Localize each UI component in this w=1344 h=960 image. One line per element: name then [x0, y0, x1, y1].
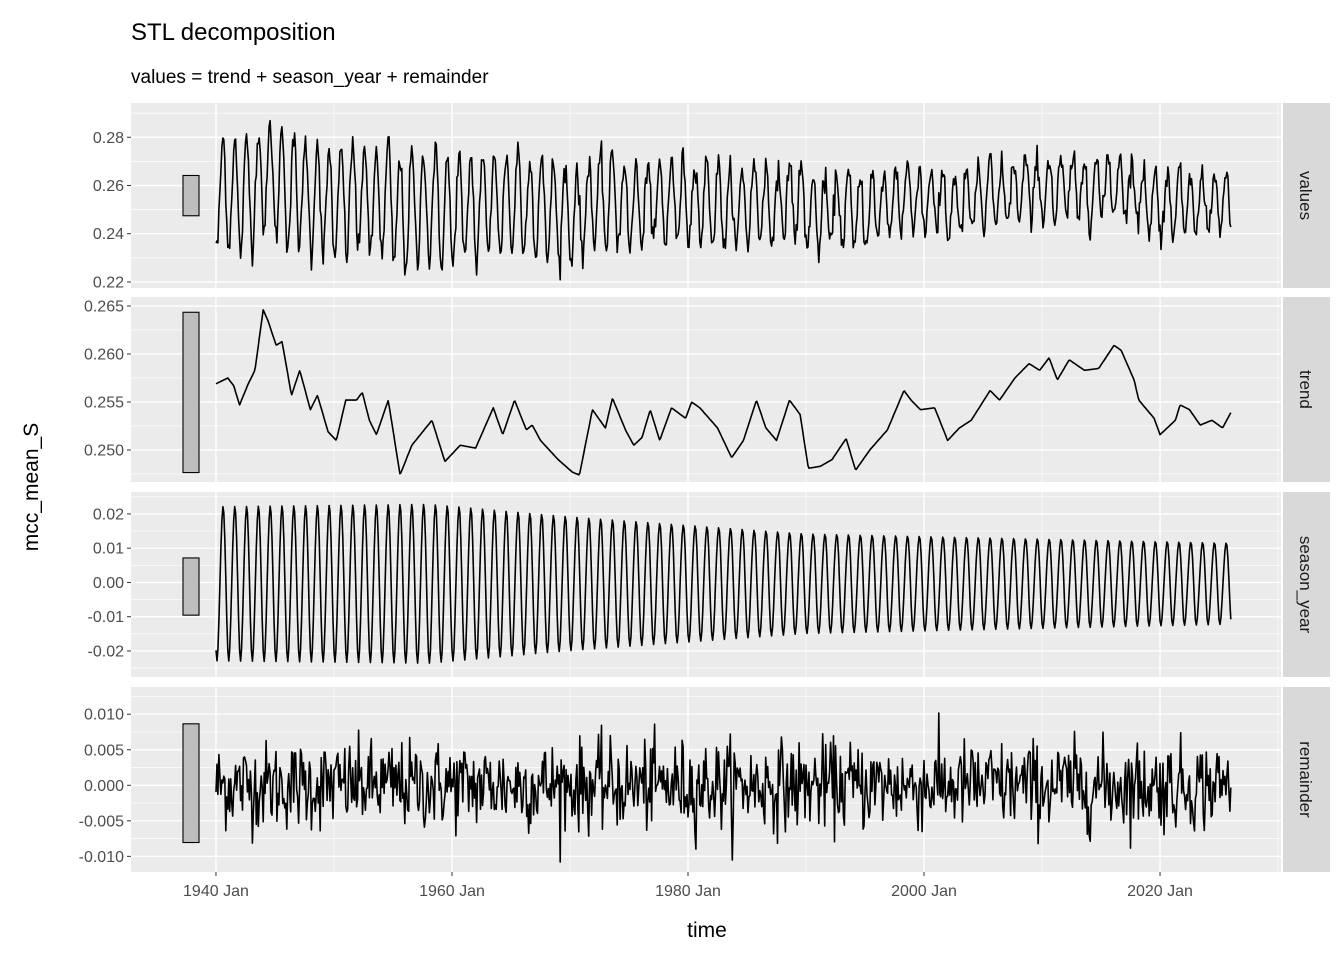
y-axis-title: mcc_mean_S: [20, 423, 43, 551]
panel-background: [131, 103, 1281, 288]
facet-strip: [1283, 687, 1330, 872]
y-tick-label: 0.01: [93, 541, 124, 558]
panel-background: [131, 492, 1281, 677]
y-tick-label: 0.255: [84, 395, 124, 412]
chart-title: STL decomposition: [131, 19, 336, 46]
y-tick-label: -0.010: [79, 849, 124, 866]
y-tick-label: 0.005: [84, 742, 124, 759]
series-line-season-year: [215, 503, 1232, 664]
panel-season-year: -0.02 -0.01 0.00 0.01 0.02 season_year: [88, 492, 1330, 677]
facet-strip-label: remainder: [1296, 741, 1315, 818]
scale-bar: [182, 723, 200, 844]
series-line-remainder: [215, 712, 1232, 863]
y-tick-label: 0.02: [93, 506, 124, 523]
facet-strip-label: values: [1296, 171, 1315, 220]
facet-strip: [1283, 492, 1330, 677]
y-tick-label: 0.010: [84, 707, 124, 724]
panel-values: 0.22 0.24 0.26 0.28 values: [93, 103, 1330, 291]
facet-strip-label: season_year: [1296, 536, 1315, 634]
x-axis: 1940 Jan 1960 Jan 1980 Jan 2000 Jan 2020 Jan: [183, 872, 1193, 900]
scale-bar: [182, 174, 200, 217]
scale-bar: [182, 557, 200, 616]
y-tick-label: 0.250: [84, 443, 124, 460]
y-tick-label: 0.265: [84, 299, 124, 316]
y-tick-label: 0.260: [84, 347, 124, 364]
x-tick-label: 1980 Jan: [655, 883, 721, 900]
panel-background: [131, 297, 1281, 482]
facet-strip-label: trend: [1296, 370, 1315, 409]
y-tick-label: -0.01: [88, 609, 125, 626]
x-axis-title: time: [687, 919, 727, 942]
y-tick-label: -0.02: [88, 643, 125, 660]
y-tick-label: 0.26: [93, 178, 124, 195]
facet-panels: 0.220.240.260.28values0.2500.2550.2600.2…: [79, 103, 1330, 872]
panel-trend: 0.250 0.255 0.260 0.265 trend: [84, 297, 1330, 482]
x-tick-label: 2020 Jan: [1127, 883, 1193, 900]
y-tick-label: -0.005: [79, 813, 124, 830]
scale-bar: [182, 311, 200, 474]
series-line-values: [215, 119, 1232, 281]
y-tick-label: 0.000: [84, 778, 124, 795]
facet-strip: [1283, 103, 1330, 288]
series-line-trend: [215, 309, 1232, 476]
x-tick-label: 1960 Jan: [419, 883, 485, 900]
x-tick-label: 2000 Jan: [891, 883, 957, 900]
x-tick-label: 1940 Jan: [183, 883, 249, 900]
chart-subtitle: values = trend + season_year + remainder: [131, 67, 489, 88]
y-tick-label: 0.28: [93, 130, 124, 147]
panel-remainder: -0.010 -0.005 0.000 0.005 0.010 remainder: [79, 687, 1330, 872]
y-tick-label: 0.24: [93, 226, 124, 243]
facet-strip: [1283, 297, 1330, 482]
y-tick-label: 0.00: [93, 575, 124, 592]
y-tick-label: 0.22: [93, 274, 124, 291]
